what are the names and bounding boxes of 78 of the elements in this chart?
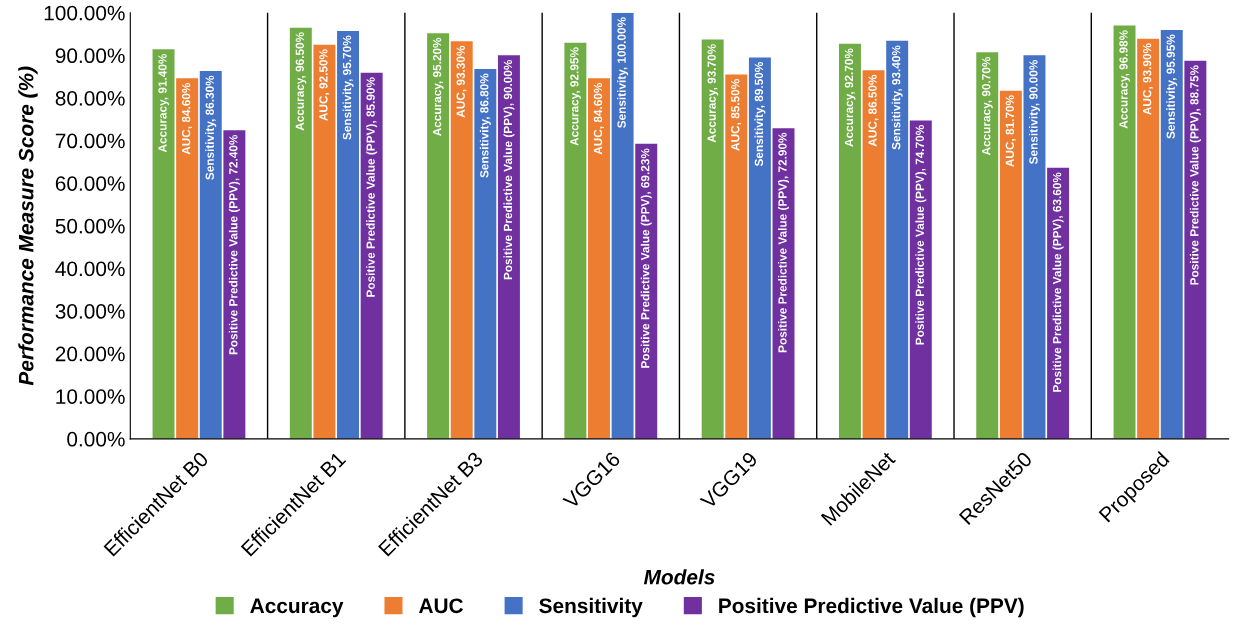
data-label: AUC, 84.60% bbox=[181, 82, 193, 155]
bar bbox=[725, 74, 748, 439]
bar bbox=[497, 55, 520, 439]
bar bbox=[289, 27, 312, 439]
bar bbox=[1137, 38, 1160, 439]
data-label: Positive Predictive Value (PPV), 88.75% bbox=[1189, 65, 1201, 285]
legend-label: Positive Predictive Value (PPV) bbox=[719, 597, 1024, 618]
bar bbox=[337, 31, 360, 439]
y-axis-title: Performance Measure Score (%) bbox=[18, 66, 38, 386]
data-label: Accuracy, 93.70% bbox=[707, 44, 719, 143]
data-label: AUC, 85.50% bbox=[731, 79, 742, 151]
bar bbox=[976, 52, 999, 439]
data-label: Sensitivity, 86.80% bbox=[479, 73, 491, 178]
data-label: AUC, 81.70% bbox=[1005, 95, 1016, 167]
bar bbox=[1184, 60, 1207, 439]
data-label: Accuracy, 96.98% bbox=[1119, 30, 1131, 129]
bar bbox=[862, 70, 885, 439]
legend-label: Sensitivity bbox=[539, 597, 643, 618]
bar bbox=[611, 12, 634, 439]
bar bbox=[223, 130, 246, 439]
x-axis-title: Models bbox=[643, 569, 715, 585]
y-tick-label: 100.00% bbox=[44, 5, 125, 21]
bar bbox=[748, 57, 771, 439]
data-label: Sensitivity, 89.50% bbox=[754, 62, 766, 167]
legend-label: AUC bbox=[419, 598, 464, 614]
bar bbox=[564, 42, 587, 439]
data-label: Sensitivity, 93.40% bbox=[891, 45, 903, 150]
data-label: AUC, 92.50% bbox=[319, 49, 330, 121]
data-label: Accuracy, 91.40% bbox=[158, 53, 170, 153]
data-label: AUC, 86.50% bbox=[868, 74, 879, 147]
y-tick-label: 10.00% bbox=[56, 389, 125, 404]
bar bbox=[313, 44, 336, 439]
y-tick-label: 0.00% bbox=[67, 431, 125, 447]
data-label: Positive Predictive Value (PPV), 74.70% bbox=[915, 125, 927, 345]
bar bbox=[360, 72, 383, 439]
bar bbox=[1023, 55, 1046, 439]
bar bbox=[152, 49, 175, 439]
bar bbox=[474, 68, 497, 439]
bar bbox=[427, 33, 450, 439]
y-tick-label: 40.00% bbox=[55, 261, 125, 277]
bar bbox=[886, 40, 909, 439]
bar bbox=[1113, 25, 1136, 439]
data-label: Accuracy, 92.70% bbox=[844, 48, 856, 147]
y-tick-label: 70.00% bbox=[55, 133, 125, 149]
data-label: Accuracy, 95.20% bbox=[432, 37, 444, 137]
y-tick-label: 30.00% bbox=[55, 304, 125, 319]
bar bbox=[1160, 29, 1183, 439]
data-label: Sensitivity, 95.95% bbox=[1166, 34, 1178, 139]
data-label: Sensitivity, 86.30% bbox=[205, 75, 217, 180]
data-label: Positive Predictive Value (PPV), 72.40% bbox=[228, 134, 240, 355]
bar bbox=[838, 43, 861, 439]
data-label: Positive Predictive Value (PPV), 69.23% bbox=[640, 148, 652, 368]
data-label: Accuracy, 96.50% bbox=[295, 32, 307, 131]
data-label: Positive Predictive Value (PPV), 85.90% bbox=[366, 77, 378, 297]
y-tick-label: 20.00% bbox=[55, 346, 125, 362]
data-label: AUC, 93.30% bbox=[456, 45, 467, 118]
data-label: Accuracy, 92.95% bbox=[570, 47, 581, 146]
data-label: Positive Predictive Value (PPV), 90.00% bbox=[503, 59, 515, 280]
y-tick-label: 90.00% bbox=[55, 48, 125, 64]
data-label: AUC, 84.60% bbox=[593, 82, 604, 155]
data-label: Sensitivity, 100.00% bbox=[617, 17, 629, 128]
data-label: Positive Predictive Value (PPV), 72.90% bbox=[778, 132, 790, 353]
bar bbox=[176, 78, 199, 439]
bar bbox=[999, 90, 1022, 439]
bar bbox=[701, 39, 724, 439]
legend-label: Accuracy bbox=[250, 598, 344, 618]
bar bbox=[909, 120, 932, 439]
data-label: Sensitivity, 90.00% bbox=[1028, 59, 1040, 165]
data-label: Positive Predictive Value (PPV), 63.60% bbox=[1052, 172, 1064, 392]
data-label: Accuracy, 90.70% bbox=[982, 56, 993, 156]
data-label: Sensitivity, 95.70% bbox=[342, 35, 354, 140]
data-label: AUC, 93.90% bbox=[1142, 43, 1154, 115]
y-tick-label: 60.00% bbox=[55, 176, 125, 191]
y-tick-label: 50.00% bbox=[55, 218, 125, 234]
bar bbox=[450, 41, 473, 439]
bar bbox=[588, 78, 610, 439]
bar bbox=[199, 71, 222, 439]
y-tick-label: 80.00% bbox=[55, 90, 125, 106]
